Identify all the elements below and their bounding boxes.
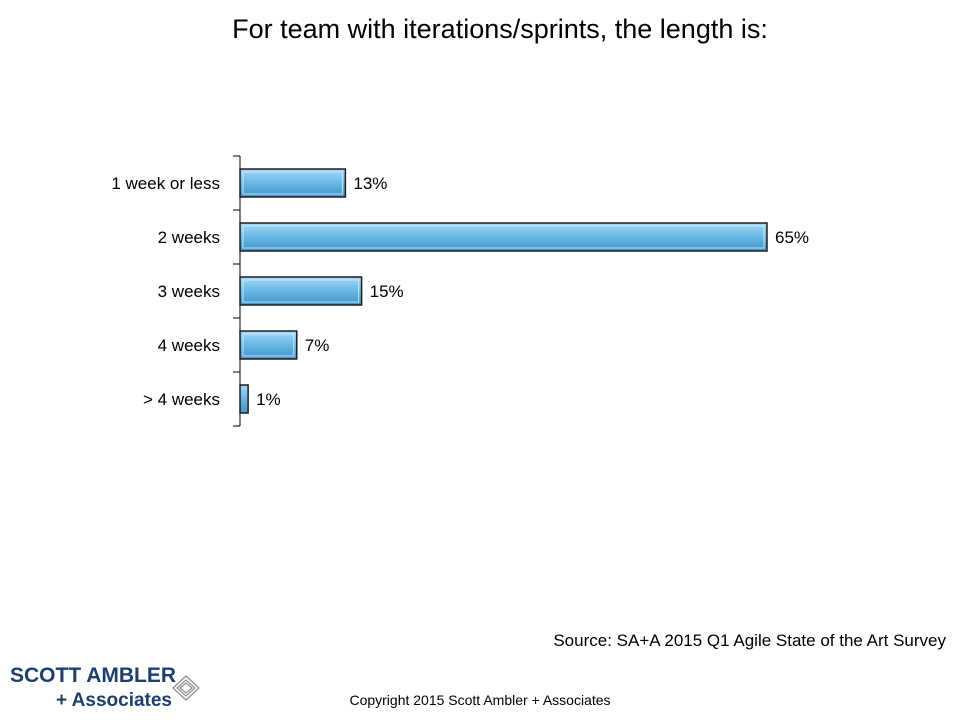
data-label: 7%	[305, 336, 330, 355]
copyright-text: Copyright 2015 Scott Ambler + Associates	[349, 692, 611, 708]
category-label: 4 weeks	[158, 336, 220, 355]
category-label: 2 weeks	[158, 228, 220, 247]
chart-title: For team with iterations/sprints, the le…	[232, 14, 768, 44]
bar-bevel	[242, 333, 295, 357]
source-note: Source: SA+A 2015 Q1 Agile State of the …	[553, 631, 946, 650]
bar	[239, 168, 347, 198]
bar-bevel	[242, 279, 360, 303]
bar	[239, 222, 768, 252]
bar	[239, 276, 363, 306]
logo-line1: SCOTT AMBLER	[10, 664, 176, 687]
category-label: > 4 weeks	[143, 390, 220, 409]
category-label: 3 weeks	[158, 282, 220, 301]
data-label: 15%	[370, 282, 404, 301]
bar-bevel	[242, 225, 765, 249]
bar	[239, 330, 298, 360]
logo-line2: + Associates	[56, 690, 172, 711]
data-label: 13%	[353, 174, 387, 193]
diamond-grid-icon	[172, 675, 200, 701]
company-logo: SCOTT AMBLER + Associates	[10, 664, 200, 711]
bar	[239, 384, 249, 414]
bar-bevel	[242, 171, 343, 195]
category-label: 1 week or less	[111, 174, 220, 193]
bar-chart: 1 week or less 13% 2 weeks 65% 3 weeks 15% 4 w…	[111, 155, 809, 427]
data-label: 1%	[256, 390, 281, 409]
data-label: 65%	[775, 228, 809, 247]
